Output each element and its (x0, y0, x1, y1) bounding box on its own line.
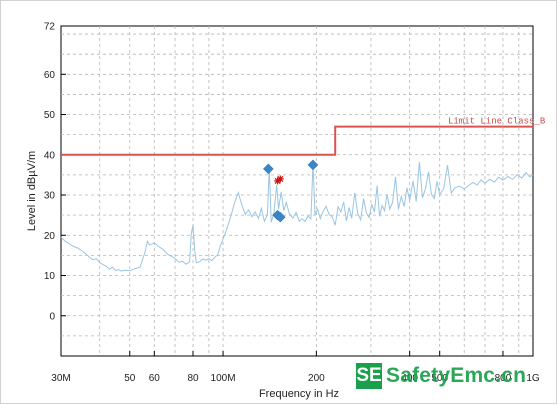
y-tick-label: 20 (44, 231, 56, 242)
series-layer (60, 161, 534, 272)
x-tick-label: 80 (187, 373, 199, 384)
x-tick-label: 500 (431, 373, 448, 384)
quasi-peak-marker (274, 211, 286, 223)
limit-layer: Limit Line Class_B (61, 117, 546, 156)
y-tick-label: 50 (44, 110, 56, 121)
watermark-logo: SE SafetyEmc.cn (356, 363, 526, 389)
limit-line (61, 125, 533, 156)
x-tick-label: 400 (401, 373, 418, 384)
x-axis-ticks: 30M 50 60 80 100M 200 400 500 800 1G (51, 351, 540, 384)
measurement-trace (60, 161, 534, 272)
y-tick-label: 40 (44, 150, 56, 161)
x-tick-label: 50 (124, 373, 136, 384)
x-tick-label: 800 (495, 373, 512, 384)
plot-area (60, 25, 534, 357)
x-tick-label: 60 (149, 373, 161, 384)
x-tick-label: 200 (308, 373, 325, 384)
x-tick-label: 30M (51, 373, 70, 384)
marker-layer (262, 159, 319, 223)
y-tick-label: 60 (44, 70, 56, 81)
x-tick-label: 1G (526, 373, 540, 384)
y-tick-label: 0 (49, 311, 55, 322)
limit-line-label: Limit Line Class_B (448, 117, 546, 127)
x-tick-label: 100M (211, 373, 236, 384)
peak-marker-stroke (277, 175, 284, 182)
y-tick-label: 30 (44, 191, 56, 202)
quasi-peak-marker (262, 163, 274, 175)
logo-text: SafetyEmc.cn (386, 364, 527, 387)
peak-marker (276, 175, 284, 183)
quasi-peak-marker (307, 159, 319, 171)
x-axis-label: Frequency in Hz (259, 388, 339, 400)
logo-mark: SE (356, 363, 382, 389)
y-axis-label: Level in dBµV/m (26, 151, 38, 231)
y-axis-ticks: 0 10 20 30 40 50 60 72 (44, 22, 66, 322)
y-tick-label: 10 (44, 271, 56, 282)
y-tick-label: 72 (44, 22, 56, 33)
